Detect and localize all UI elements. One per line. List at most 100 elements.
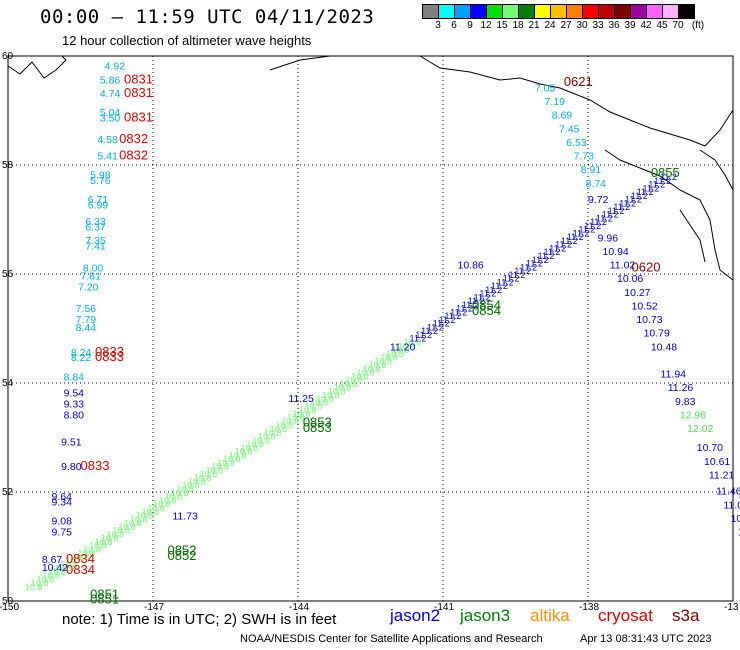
lon-tick-label: -141 xyxy=(434,602,454,613)
track-sample-label: 10.8 xyxy=(316,394,334,404)
pass-time-label: 0833 xyxy=(95,344,124,359)
wave-height-label: 7.19 xyxy=(545,96,566,108)
legend-label: 21 xyxy=(528,20,540,31)
wave-height-label: 6.99 xyxy=(88,200,109,212)
track-sample-label: 11.2 xyxy=(631,191,648,201)
track-sample-label: 11.2 xyxy=(555,240,572,250)
wave-height-label: 7.56 xyxy=(76,303,97,315)
track-sample-label: 10.8 xyxy=(363,364,381,374)
track-sample-label: 10.8 xyxy=(37,574,55,584)
track-sample-label: 11.2 xyxy=(474,292,491,302)
legend-label: 33 xyxy=(592,20,604,31)
wave-height-label: 6.33 xyxy=(85,216,106,228)
color-legend xyxy=(422,4,695,19)
track-sample-label: 10.8 xyxy=(270,424,288,434)
lat-tick-label: 54 xyxy=(2,378,14,389)
pass-time-label: 0833 xyxy=(95,349,124,364)
track-sample-label: 10.8 xyxy=(217,458,235,468)
track-sample-label: 10.8 xyxy=(136,511,154,521)
legend-label: 42 xyxy=(640,20,652,31)
track-sample-label: 10.8 xyxy=(188,477,206,487)
track-sample-label: 10.8 xyxy=(252,435,270,445)
wave-height-label: 12.96 xyxy=(680,409,706,421)
track-sample-label: 10.8 xyxy=(328,386,346,396)
lat-tick-label: 50 xyxy=(2,596,14,607)
track-sample-label: 11.2 xyxy=(608,206,625,216)
page-subtitle: 12 hour collection of altimeter wave hei… xyxy=(62,33,312,48)
track-sample-label: 11.2 xyxy=(532,255,549,265)
track-sample-label: 10.8 xyxy=(165,492,183,502)
legend-label: 45 xyxy=(656,20,668,31)
track-sample-label: 10.8 xyxy=(147,503,165,513)
wave-height-label: 6.37 xyxy=(85,221,106,233)
wave-height-label: 10.73 xyxy=(636,314,662,326)
pass-time-label: 0834 xyxy=(66,551,95,566)
track-sample-label: 11.2 xyxy=(433,319,450,329)
wave-height-label: 10.61 xyxy=(704,456,730,468)
track-sample-label: 10.8 xyxy=(25,582,43,592)
track-sample-label: 11.2 xyxy=(450,307,467,317)
legend-label: 39 xyxy=(624,20,636,31)
track-sample-label: 11.2 xyxy=(660,172,677,182)
track-sample-label: 11.2 xyxy=(427,322,444,332)
track-sample-label: 10.8 xyxy=(95,537,113,547)
track-sample-label: 10.8 xyxy=(305,401,323,411)
wave-height-label: 4.92 xyxy=(105,61,126,73)
legend-label: (ft) xyxy=(691,20,705,31)
coastline-segment xyxy=(699,149,734,191)
track-sample-label: 11.2 xyxy=(648,180,665,190)
wave-height-label: 8.80 xyxy=(64,409,85,421)
wave-height-label: 5.76 xyxy=(90,175,111,187)
pass-time-label: 0851 xyxy=(90,586,119,601)
coastline-segment xyxy=(604,149,734,281)
track-sample-label: 11.2 xyxy=(538,251,555,261)
wave-height-label: 7.05 xyxy=(535,82,556,94)
track-sample-label: 10.8 xyxy=(404,338,422,348)
track-sample-label: 10.8 xyxy=(351,371,369,381)
track-sample-label: 10.8 xyxy=(392,345,410,355)
pass-time-label: 0851 xyxy=(90,592,119,607)
pass-time-label: 0853 xyxy=(303,420,332,435)
coastline-segment xyxy=(419,55,734,147)
wave-height-label: 12.02 xyxy=(687,423,713,435)
legend-label: 30 xyxy=(576,20,588,31)
track-sample-label: 10.8 xyxy=(72,552,90,562)
wave-height-label: 10.86 xyxy=(458,260,484,272)
wave-height-label: 10.27 xyxy=(624,287,650,299)
satellite-name-s3a: s3a xyxy=(672,606,700,625)
wave-height-label: 8.00 xyxy=(83,262,104,274)
track-sample-label: 11.2 xyxy=(613,202,630,212)
satellite-name-altika: altika xyxy=(530,606,570,625)
legend-label: 24 xyxy=(544,20,556,31)
jason3-diagonal-track: 10.810.810.810.810.810.810.810.810.810.8… xyxy=(25,172,677,592)
legend-swatch xyxy=(678,4,695,19)
pass-time-label: 0832 xyxy=(119,131,148,146)
gridlines xyxy=(8,56,733,601)
track-sample-label: 11.2 xyxy=(491,281,508,291)
wave-height-label: 7.73 xyxy=(574,151,595,163)
wave-height-label: 11.20 xyxy=(390,341,416,353)
units-note: note: 1) Time is in UTC; 2) SWH is in fe… xyxy=(62,611,337,628)
track-sample-label: 10.8 xyxy=(293,409,311,419)
track-sample-label: 10.8 xyxy=(380,353,398,363)
track-sample-label: 10.8 xyxy=(194,473,212,483)
wave-height-label: 5.98 xyxy=(90,170,111,182)
track-sample-label: 11.2 xyxy=(590,217,607,227)
legend-label: 70 xyxy=(672,20,684,31)
axis-labels: 60 58 56 54 52 50-150 -147 -144 -141 -138 -13 xyxy=(0,51,739,613)
track-sample-label: 10.8 xyxy=(398,341,416,351)
track-sample-label: 11.2 xyxy=(526,259,543,269)
pass-time-label: 0852 xyxy=(168,548,197,563)
track-sample-label: 10.8 xyxy=(310,398,328,408)
wave-height-label: 6.71 xyxy=(88,194,109,206)
wave-height-label: 7.41 xyxy=(85,240,106,252)
wave-height-label: 9.54 xyxy=(64,388,85,400)
track-sample-label: 10.8 xyxy=(31,578,49,588)
wave-height-label: 11.94 xyxy=(661,369,687,381)
track-sample-label: 10.8 xyxy=(340,379,358,389)
wave-height-label: 7.81 xyxy=(81,270,102,282)
track-sample-label: 10.8 xyxy=(345,375,363,385)
wave-height-label: 11.02 xyxy=(610,260,636,272)
coastline-segment xyxy=(679,209,706,263)
